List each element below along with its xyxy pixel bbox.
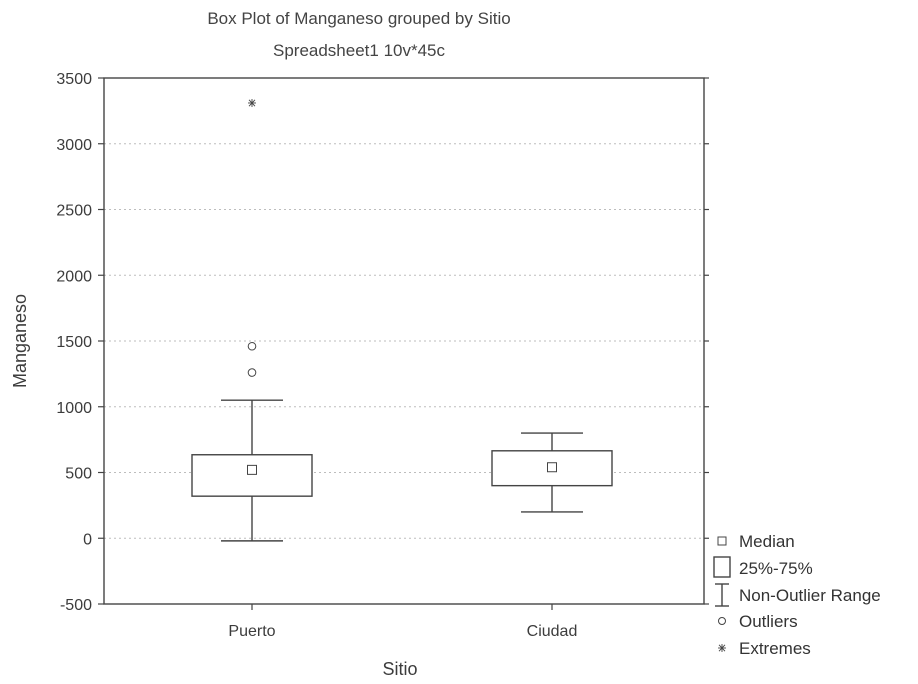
legend-median-symbol — [717, 536, 727, 546]
legend-label: Outliers — [739, 612, 798, 631]
y-tick-label: 2000 — [56, 268, 92, 285]
y-tick-label: 2500 — [56, 203, 92, 220]
legend-label: 25%-75% — [739, 559, 813, 578]
box-series — [191, 98, 613, 542]
outlier-point — [247, 341, 257, 351]
y-tick-label: 0 — [83, 531, 92, 548]
chart-subtitle: Spreadsheet1 10v*45c — [273, 41, 446, 60]
y-tick-label: -500 — [60, 597, 92, 614]
box-group — [191, 98, 313, 542]
median-marker — [547, 462, 557, 473]
x-tick-label: Puerto — [228, 623, 275, 640]
box-group — [491, 432, 613, 513]
median-marker — [247, 464, 257, 475]
legend-range-symbol — [715, 583, 729, 607]
legend-label: Extremes — [739, 639, 811, 658]
legend-item: Non-Outlier Range — [715, 583, 881, 607]
legend-label: Median — [739, 532, 795, 551]
legend-item: Outliers — [718, 612, 798, 631]
y-tick-label: 1000 — [56, 400, 92, 417]
legend-extreme-symbol — [718, 644, 726, 652]
y-tick-label: 1500 — [56, 334, 92, 351]
x-axis-ticks: Puerto Ciudad — [228, 604, 577, 640]
outlier-point — [247, 368, 257, 377]
chart-title: Box Plot of Manganeso grouped by Sitio — [207, 9, 510, 28]
extreme-point — [248, 98, 256, 107]
y-tick-label: 3000 — [56, 137, 92, 154]
legend-item: Median — [717, 532, 795, 551]
legend-item: 25%-75% — [713, 556, 813, 578]
legend: Median 25%-75% Non-Outlier Range Outliers Ex… — [713, 532, 881, 658]
x-tick-label: Ciudad — [527, 623, 578, 640]
legend-outlier-symbol — [718, 617, 726, 625]
y-tick-label: 3500 — [56, 71, 92, 88]
y-axis-title: Manganeso — [10, 294, 30, 388]
legend-box-symbol — [713, 556, 731, 578]
iqr-box — [191, 454, 313, 497]
legend-item: Extremes — [718, 639, 811, 658]
x-axis-title: Sitio — [382, 659, 417, 679]
y-axis-ticks: 3500 3000 2500 2000 1500 1000 500 0 -500 — [56, 71, 709, 614]
y-tick-label: 500 — [65, 466, 92, 483]
legend-label: Non-Outlier Range — [739, 586, 881, 605]
